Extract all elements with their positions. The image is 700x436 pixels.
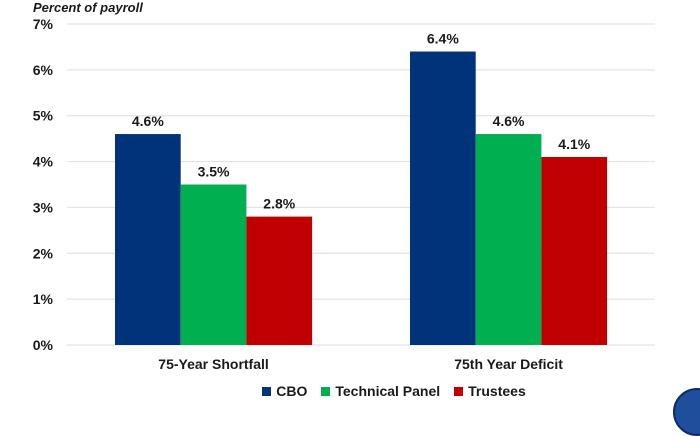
legend-item-trustees: Trustees xyxy=(454,383,526,399)
bar xyxy=(115,134,181,345)
legend-label: Technical Panel xyxy=(335,383,441,399)
x-axis-ticks: 75-Year Shortfall 75th Year Deficit xyxy=(158,356,563,372)
legend-label: Trustees xyxy=(468,383,526,399)
data-label: 6.4% xyxy=(427,31,459,47)
y-tick-label: 7% xyxy=(33,16,54,32)
y-tick-label: 3% xyxy=(33,199,54,215)
data-label: 4.6% xyxy=(132,113,164,129)
bars xyxy=(115,51,608,346)
legend-item-technical-panel: Technical Panel xyxy=(321,383,440,399)
y-tick-label: 5% xyxy=(33,108,54,124)
legend-swatch xyxy=(454,386,464,396)
data-label: 2.8% xyxy=(263,196,295,212)
y-axis-ticks: 0% 1% 2% 3% 4% 5% 6% 7% xyxy=(33,16,54,353)
y-tick-label: 0% xyxy=(33,337,54,353)
y-tick-label: 2% xyxy=(33,245,54,261)
bar xyxy=(246,216,313,345)
bar-chart: 0% 1% 2% 3% 4% 5% 6% 7% 4.6% 3.5% 2.8% 6.4% 4.6% 4.1… xyxy=(33,16,655,372)
y-tick-label: 4% xyxy=(33,154,54,170)
legend-swatch xyxy=(321,386,331,396)
y-tick-label: 1% xyxy=(33,291,54,307)
bar xyxy=(475,134,542,345)
bar xyxy=(410,51,476,346)
data-label: 3.5% xyxy=(198,164,230,180)
y-tick-label: 6% xyxy=(33,62,54,78)
bar xyxy=(180,184,247,345)
y-axis-title: Percent of payroll xyxy=(33,0,143,15)
legend: CBO Technical Panel Trustees xyxy=(0,383,700,399)
data-label: 4.6% xyxy=(493,113,525,129)
data-labels: 4.6% 3.5% 2.8% 6.4% 4.6% 4.1% xyxy=(132,31,591,212)
x-tick-label: 75-Year Shortfall xyxy=(158,356,269,372)
legend-swatch xyxy=(262,386,272,396)
legend-item-cbo: CBO xyxy=(174,383,307,399)
bar xyxy=(541,156,608,345)
x-tick-label: 75th Year Deficit xyxy=(454,356,563,372)
data-label: 4.1% xyxy=(558,136,590,152)
legend-label: CBO xyxy=(276,383,308,399)
